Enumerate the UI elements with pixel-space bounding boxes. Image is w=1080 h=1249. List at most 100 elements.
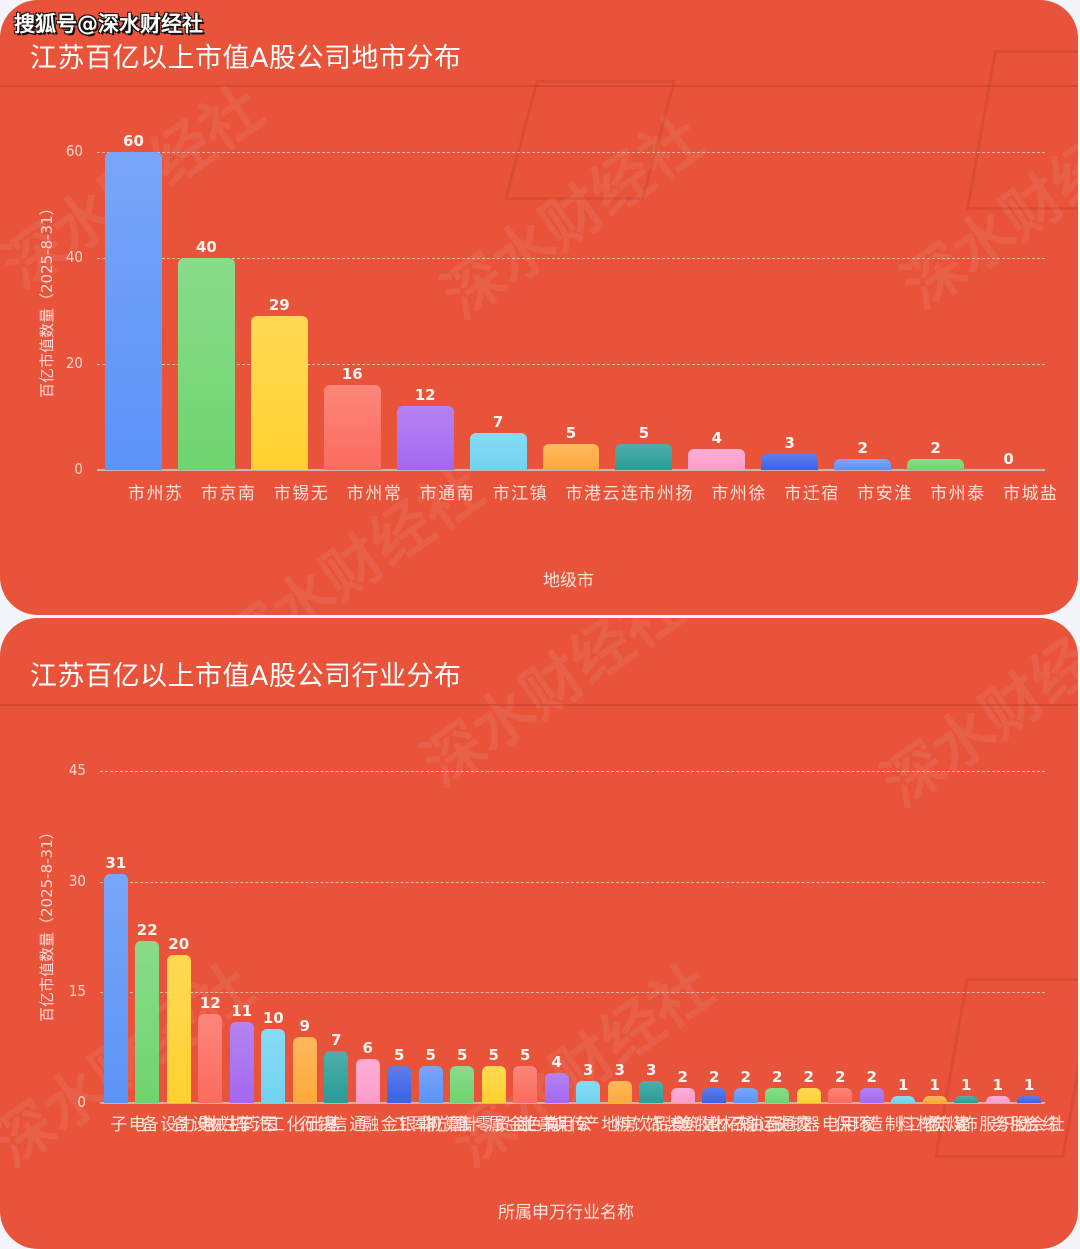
- bar[interactable]: [135, 940, 160, 1103]
- bar[interactable]: [544, 1073, 569, 1103]
- bar[interactable]: [907, 459, 965, 470]
- bar[interactable]: [985, 1095, 1010, 1103]
- bar-value-label: 3: [646, 1060, 657, 1079]
- bar[interactable]: [891, 1095, 916, 1103]
- x-tick-label: 食品饮料: [610, 1115, 686, 1132]
- bar[interactable]: [828, 1088, 853, 1103]
- bar-value-label: 5: [488, 1046, 499, 1065]
- bar[interactable]: [615, 443, 673, 470]
- x-tick-label: 钢铁: [767, 1115, 807, 1132]
- bar[interactable]: [469, 432, 527, 470]
- bar[interactable]: [292, 1036, 317, 1103]
- bar-value-label: 10: [262, 1009, 284, 1028]
- bar[interactable]: [229, 1021, 254, 1103]
- x-tick-label: 传媒: [547, 1115, 586, 1132]
- bar[interactable]: [387, 1066, 412, 1103]
- x-tick-label: 基础化工: [263, 1115, 340, 1132]
- x-tick-label: 有色金属: [484, 1115, 560, 1132]
- y-tick-label: 0: [74, 460, 83, 478]
- bar[interactable]: [765, 1088, 790, 1103]
- x-tick-label: 徐州市: [707, 484, 765, 501]
- bar[interactable]: [418, 1066, 443, 1103]
- bar[interactable]: [761, 454, 819, 470]
- bar[interactable]: [355, 1058, 380, 1103]
- bar-value-label: 2: [803, 1068, 814, 1087]
- bar[interactable]: [1017, 1095, 1042, 1103]
- bar[interactable]: [954, 1095, 979, 1103]
- bar-value-label: 2: [866, 1068, 877, 1087]
- x-tick-label: 机械设备: [169, 1115, 245, 1132]
- x-tick-label: 宿迁市: [780, 484, 838, 501]
- bar-value-label: 22: [136, 920, 158, 939]
- bar-value-label: 16: [341, 365, 363, 384]
- bar[interactable]: [796, 1088, 821, 1103]
- bar[interactable]: [670, 1088, 695, 1103]
- x-tick-label: 商贸零售: [452, 1115, 529, 1132]
- bar-plot-area: 0 20 40 60 60 苏州市 40 南京市 29 无锡市 16 常州市 12 南通市 7 镇江市 5 连云港…: [66, 132, 1056, 501]
- x-tick-label: 公用事业: [515, 1115, 592, 1132]
- bar[interactable]: [250, 316, 308, 470]
- x-tick-label: 非银金融: [358, 1115, 434, 1132]
- bar[interactable]: [513, 1066, 538, 1103]
- bar[interactable]: [105, 152, 162, 470]
- bar[interactable]: [481, 1066, 506, 1103]
- x-tick-label: 泰州市: [926, 484, 984, 501]
- source-watermark: 搜狐号@深水财经社: [14, 12, 203, 36]
- y-tick-label: 40: [65, 248, 83, 266]
- x-tick-label: 南京市: [196, 484, 254, 501]
- bar-value-label: 2: [740, 1068, 751, 1087]
- x-tick-label: 房地产: [578, 1115, 636, 1132]
- x-tick-label: 常州市: [342, 484, 400, 501]
- gridline: [97, 152, 1045, 153]
- bar[interactable]: [324, 1051, 349, 1103]
- bar[interactable]: [607, 1080, 632, 1103]
- gridline: [97, 364, 1045, 365]
- bar[interactable]: [733, 1088, 758, 1103]
- x-tick-label: 扬州市: [634, 484, 692, 501]
- bar-value-label: 5: [565, 423, 577, 442]
- bar[interactable]: [639, 1080, 664, 1103]
- bar-value-label: 2: [772, 1068, 783, 1087]
- x-tick-label: 南通市: [415, 484, 473, 501]
- x-tick-label: 建筑材料: [893, 1115, 970, 1132]
- bar-value-label: 1: [898, 1075, 909, 1094]
- bar[interactable]: [542, 443, 600, 470]
- x-tick-label: 电力设备: [137, 1115, 214, 1132]
- y-axis-label: 百亿市值数量（2025-8-31）: [38, 824, 56, 1022]
- bar[interactable]: [688, 448, 746, 470]
- bar-value-label: 7: [492, 412, 504, 431]
- chart-title: 江苏百亿以上市值A股公司行业分布: [30, 661, 462, 692]
- x-tick-label: 煤炭: [925, 1115, 964, 1132]
- bar-value-label: 5: [425, 1046, 436, 1065]
- x-tick-label: 淮安市: [853, 484, 911, 501]
- bar[interactable]: [177, 258, 235, 470]
- bar[interactable]: [103, 874, 128, 1103]
- bar[interactable]: [702, 1088, 727, 1103]
- bar[interactable]: [834, 459, 892, 470]
- bar-value-label: 1: [1024, 1075, 1035, 1094]
- title-divider: [0, 704, 1078, 706]
- bar[interactable]: [198, 1014, 223, 1103]
- bar[interactable]: [166, 955, 191, 1103]
- bar-value-label: 3: [614, 1060, 625, 1079]
- bar[interactable]: [859, 1088, 884, 1103]
- bar-value-label: 40: [195, 238, 217, 256]
- bar[interactable]: [576, 1080, 601, 1103]
- x-tick-label: 石油石化: [704, 1115, 781, 1132]
- x-tick-label: 电子: [106, 1115, 145, 1132]
- x-tick-label: 计算机: [421, 1115, 479, 1132]
- bar-value-label: 3: [784, 434, 795, 453]
- x-tick-label: 医药生物: [200, 1115, 277, 1132]
- bar[interactable]: [261, 1029, 286, 1103]
- bar[interactable]: [450, 1066, 475, 1103]
- bar-value-label: 4: [551, 1053, 562, 1072]
- title-divider: [0, 85, 1078, 87]
- bar-value-label: 11: [231, 1001, 253, 1020]
- bar-value-label: 29: [268, 296, 290, 315]
- bar[interactable]: [396, 406, 454, 470]
- bar[interactable]: [323, 385, 381, 470]
- x-tick-label: 连云港市: [561, 484, 638, 501]
- bar[interactable]: [922, 1095, 947, 1103]
- y-tick-label: 0: [77, 1093, 86, 1111]
- x-tick-label: 交通运输: [736, 1115, 812, 1132]
